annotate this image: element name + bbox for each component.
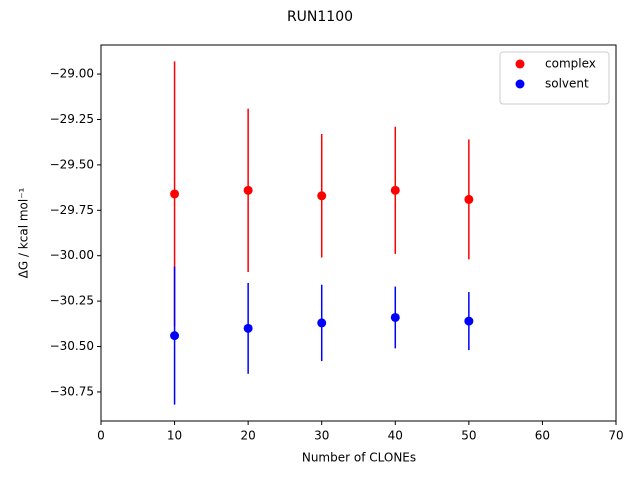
legend-box	[499, 51, 610, 105]
x-tick-label: 40	[388, 429, 403, 443]
point	[317, 191, 327, 201]
point	[170, 189, 180, 199]
legend-label: complex	[545, 57, 596, 71]
legend-label: solvent	[545, 77, 589, 91]
x-tick-label: 20	[241, 429, 256, 443]
point	[464, 316, 474, 326]
x-tick-label: 30	[314, 429, 329, 443]
y-tick-label: −30.75	[50, 384, 94, 398]
y-tick-label: −30.00	[50, 248, 94, 262]
x-tick-label: 0	[97, 429, 105, 443]
y-tick-label: −30.25	[50, 294, 94, 308]
x-tick-label: 50	[461, 429, 476, 443]
y-tick-label: −29.50	[50, 157, 94, 171]
point	[243, 185, 253, 195]
point	[170, 331, 180, 341]
chart-title: RUN1100	[287, 9, 353, 25]
x-tick-label: 70	[608, 429, 623, 443]
point	[243, 323, 253, 333]
point	[390, 312, 400, 322]
point	[390, 185, 400, 195]
x-axis-label: Number of CLONEs	[302, 451, 416, 465]
y-tick-label: −29.00	[50, 67, 94, 81]
y-axis-label: ΔG / kcal mol⁻¹	[17, 187, 31, 278]
point	[464, 194, 474, 204]
y-tick-label: −29.75	[50, 203, 94, 217]
x-tick-label: 10	[167, 429, 182, 443]
y-tick-label: −29.25	[50, 112, 94, 126]
y-tick-label: −30.50	[50, 339, 94, 353]
plot-frame	[100, 44, 617, 422]
point	[317, 318, 327, 328]
x-tick-label: 60	[535, 429, 550, 443]
legend-marker	[515, 79, 525, 89]
legend-marker	[515, 59, 525, 69]
